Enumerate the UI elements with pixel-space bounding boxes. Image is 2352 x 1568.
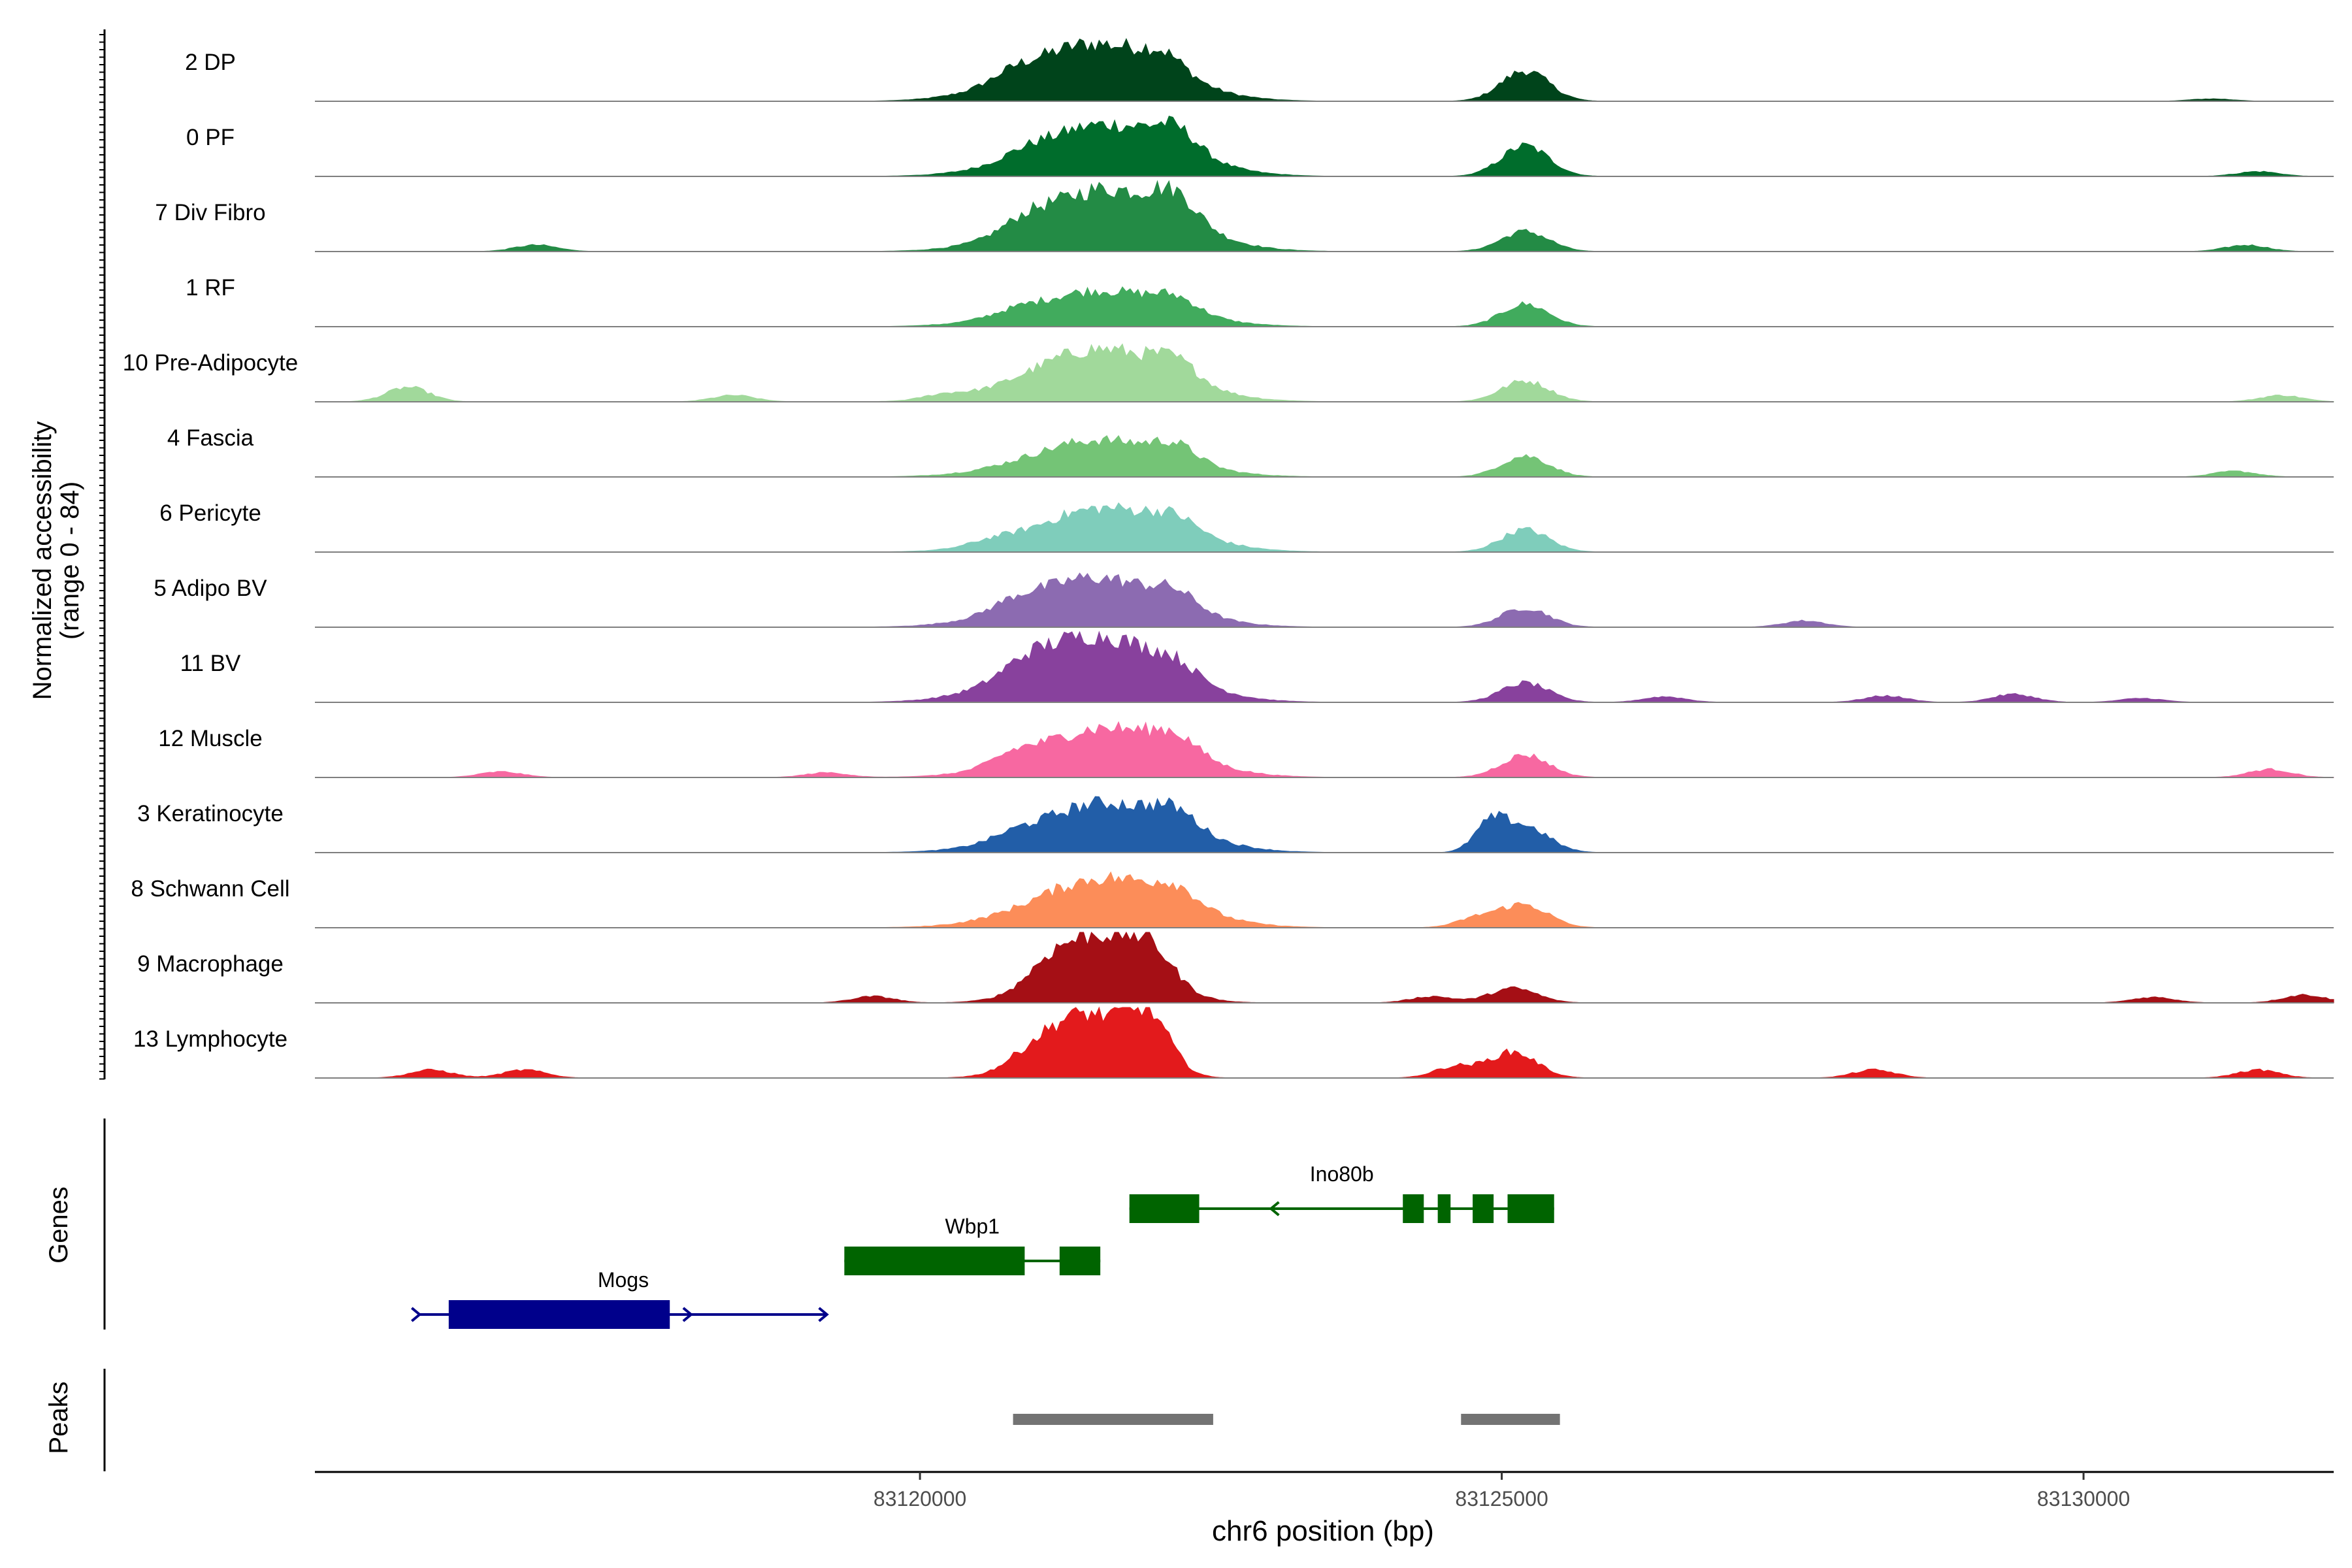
- track-0-pf: 0 PF: [186, 116, 2334, 177]
- coverage-area: [315, 796, 2334, 853]
- x-tick-label: 83125000: [1455, 1487, 1548, 1511]
- track-11-bv: 11 BV: [180, 630, 2334, 703]
- track-8-schwann-cell: 8 Schwann Cell: [131, 871, 2334, 928]
- coverage-area: [315, 721, 2334, 778]
- gene-panel: Ino80b Wbp1 Mogs: [103, 1119, 1554, 1330]
- strand-arrow: [411, 1307, 422, 1322]
- gene-wbp1: Wbp1: [844, 1215, 1101, 1275]
- y-axis-range: (range 0 - 84): [56, 482, 84, 640]
- x-tick-label: 83120000: [874, 1487, 966, 1511]
- track-10-pre-adipocyte: 10 Pre-Adipocyte: [123, 343, 2334, 402]
- gene-exon: [1507, 1194, 1554, 1223]
- coverage-area: [315, 931, 2334, 1004]
- gene-exon: [1129, 1194, 1200, 1223]
- strand-arrow: [818, 1307, 829, 1322]
- track-2-dp: 2 DP: [185, 38, 2334, 102]
- y-axis-title: Normalized accessibility: [28, 421, 57, 700]
- coverage-area: [315, 1006, 2334, 1079]
- gene-exon: [844, 1247, 961, 1275]
- track-13-lymphocyte: 13 Lymphocyte: [133, 1006, 2334, 1079]
- track-7-div-fibro: 7 Div Fibro: [155, 180, 2334, 252]
- strand-arrow: [1269, 1201, 1280, 1217]
- track-label: 4 Fascia: [167, 425, 254, 451]
- gene-exon: [1437, 1194, 1451, 1223]
- strand-arrow: [682, 1307, 693, 1322]
- track-4-fascia: 4 Fascia: [167, 425, 2334, 478]
- track-label: 6 Pericyte: [159, 500, 261, 526]
- track-3-keratinocyte: 3 Keratinocyte: [137, 796, 2334, 853]
- track-label: 8 Schwann Cell: [131, 876, 289, 902]
- peak-panel: [103, 1369, 1560, 1471]
- peak-bar: [1461, 1414, 1560, 1425]
- track-12-muscle: 12 Muscle: [158, 721, 2334, 778]
- track-label: 13 Lymphocyte: [133, 1026, 287, 1052]
- track-label: 2 DP: [185, 50, 236, 75]
- coverage-area: [315, 116, 2334, 177]
- track-1-rf: 1 RF: [186, 275, 2334, 327]
- track-label: 3 Keratinocyte: [137, 801, 284, 826]
- coverage-y-axis: [99, 29, 106, 1080]
- coverage-area: [315, 435, 2334, 478]
- coverage-area: [315, 630, 2334, 703]
- track-9-macrophage: 9 Macrophage: [137, 931, 2334, 1004]
- gene-label: Wbp1: [945, 1215, 1000, 1238]
- coverage-area: [315, 572, 2334, 628]
- track-6-pericyte: 6 Pericyte: [159, 500, 2334, 553]
- peaks-panel-label: Peaks: [44, 1381, 73, 1454]
- gene-ino80b: Ino80b: [1129, 1162, 1554, 1223]
- track-label: 11 BV: [180, 651, 241, 676]
- x-axis: 83120000 83125000 83130000: [315, 1471, 2334, 1511]
- track-label: 12 Muscle: [158, 726, 263, 751]
- coverage-area: [315, 871, 2334, 928]
- track-label: 1 RF: [186, 275, 235, 301]
- coverage-area: [315, 180, 2334, 252]
- coverage-tracks: 2 DP 0 PF 7 Div Fibro 1 RF 10 Pre-Adipocyte 4…: [123, 38, 2334, 1079]
- genes-panel-label: Genes: [44, 1186, 73, 1264]
- gene-label: Mogs: [598, 1268, 649, 1292]
- coverage-area: [315, 343, 2334, 402]
- peak-bar: [1013, 1414, 1213, 1425]
- track-label: 0 PF: [186, 125, 235, 150]
- gene-exon: [1403, 1194, 1424, 1223]
- coverage-area: [315, 38, 2334, 102]
- gene-exon: [943, 1247, 1025, 1275]
- gene-exon: [1473, 1194, 1494, 1223]
- x-axis-title: chr6 position (bp): [1212, 1515, 1434, 1547]
- track-label: 10 Pre-Adipocyte: [123, 350, 298, 376]
- track-label: 7 Div Fibro: [155, 200, 265, 225]
- track-label: 9 Macrophage: [137, 951, 284, 977]
- gene-exon: [448, 1300, 670, 1329]
- track-label: 5 Adipo BV: [154, 576, 267, 601]
- coverage-area: [315, 502, 2334, 553]
- track-5-adipo-bv: 5 Adipo BV: [154, 572, 2334, 628]
- x-tick-label: 83130000: [2037, 1487, 2130, 1511]
- coverage-area: [315, 286, 2334, 327]
- gene-exon: [1059, 1247, 1101, 1275]
- gene-mogs: Mogs: [411, 1268, 829, 1329]
- gene-label: Ino80b: [1310, 1162, 1374, 1186]
